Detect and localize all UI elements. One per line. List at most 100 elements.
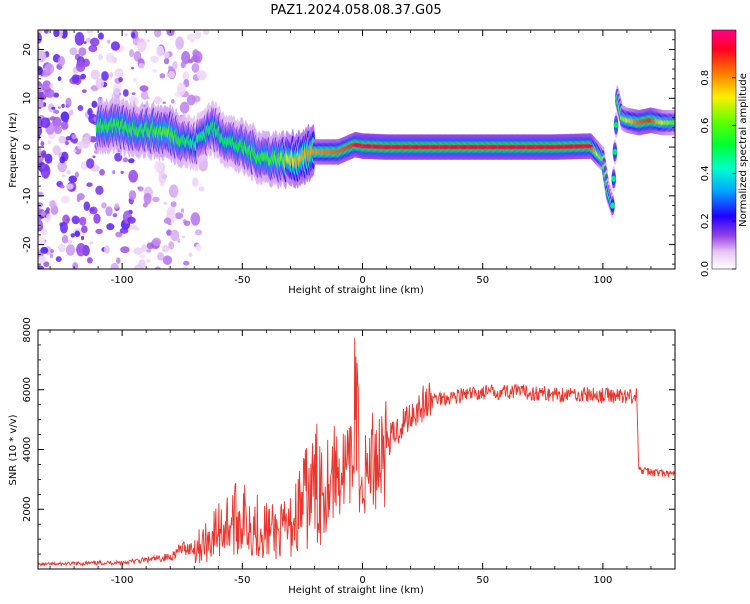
spectrogram-heatmap — [38, 30, 675, 269]
y-tick-label: 0 — [22, 144, 33, 150]
colorbar-tick-label: 0.0 — [700, 261, 711, 277]
noise-blob — [44, 153, 53, 164]
noise-blob — [98, 53, 103, 61]
x-tick-label: -50 — [234, 575, 250, 586]
spectrogram-frame — [37, 29, 676, 270]
noise-blob — [133, 247, 143, 255]
noise-blob — [194, 229, 203, 236]
noise-blob — [46, 213, 52, 221]
ridge-cell — [610, 202, 615, 209]
noise-blob — [155, 266, 161, 269]
ridge-core — [574, 144, 584, 149]
noise-blob — [166, 30, 175, 37]
noise-blob — [195, 243, 202, 252]
noise-blob — [154, 160, 163, 173]
noise-blob — [40, 246, 49, 254]
y-tick-label: 20 — [22, 43, 33, 56]
noise-blob — [57, 161, 67, 173]
noise-blob — [54, 109, 60, 115]
noise-blob — [153, 96, 162, 105]
noise-blob — [146, 96, 150, 100]
noise-blob — [81, 89, 87, 94]
noise-blob — [71, 215, 80, 225]
noise-blob — [168, 184, 179, 198]
noise-blob — [49, 116, 56, 121]
noise-blob — [138, 259, 146, 269]
noise-blob — [38, 202, 43, 208]
noise-blob — [66, 183, 74, 190]
ridge-core — [449, 145, 459, 149]
noise-blob — [120, 246, 130, 254]
noise-blob — [38, 235, 41, 238]
noise-blob — [38, 32, 43, 44]
noise-blob — [38, 46, 41, 52]
noise-blob — [81, 225, 88, 234]
noise-blob — [122, 157, 129, 163]
ridge-cell — [611, 175, 616, 182]
noise-blob — [140, 90, 149, 101]
noise-blob — [54, 125, 62, 135]
ridge-core — [382, 145, 392, 149]
spectrogram-x-ticks: -100 -50 0 50 100 — [49, 30, 676, 286]
noise-blob — [158, 171, 167, 184]
noise-blob — [58, 135, 67, 144]
noise-blob — [40, 163, 51, 179]
noise-blob — [49, 200, 56, 209]
noise-blob — [43, 261, 50, 268]
y-tick-label: 8000 — [22, 317, 33, 342]
noise-blob — [115, 231, 123, 238]
noise-blob — [51, 106, 56, 110]
noise-blob — [181, 235, 185, 239]
noise-blob — [79, 216, 87, 226]
snr-x-axis-label: Height of straight line (km) — [288, 585, 424, 596]
noise-blob — [170, 99, 175, 104]
noise-blob — [192, 49, 199, 57]
noise-blob — [80, 235, 85, 241]
noise-blob — [90, 37, 100, 47]
noise-blob — [166, 207, 176, 216]
noise-blob — [61, 235, 69, 244]
noise-blob — [70, 233, 76, 238]
noise-blob — [38, 255, 46, 264]
noise-blob — [186, 33, 197, 41]
noise-blob — [78, 47, 87, 57]
noise-blob — [55, 256, 62, 263]
noise-blob — [86, 158, 95, 169]
noise-blob — [89, 241, 94, 245]
noise-blob — [88, 213, 92, 217]
noise-blob — [105, 206, 113, 217]
noise-blob — [57, 106, 61, 109]
noise-blob — [88, 44, 98, 53]
noise-blob — [162, 101, 166, 105]
noise-blob — [101, 71, 109, 82]
noise-blob — [62, 174, 66, 178]
noise-blob — [60, 121, 69, 130]
noise-blob — [74, 31, 85, 46]
noise-blob — [128, 95, 138, 104]
noise-blob — [90, 69, 101, 80]
x-tick-label: 0 — [359, 575, 365, 586]
noise-blob — [106, 52, 115, 63]
noise-blob — [110, 41, 121, 51]
ridge-cell — [613, 122, 619, 129]
ridge-core — [583, 144, 593, 148]
noise-blob — [159, 73, 166, 79]
noise-blob — [107, 39, 111, 44]
noise-blob — [127, 216, 136, 224]
noise-blob — [162, 255, 173, 265]
noise-blob — [87, 30, 94, 35]
page-title: PAZ1.2024.058.08.37.G05 — [270, 3, 441, 18]
noise-blob — [137, 186, 141, 189]
noise-blob — [186, 94, 196, 106]
noise-blob — [181, 51, 191, 65]
noise-blob — [38, 50, 47, 63]
noise-blob — [69, 47, 78, 56]
noise-blob — [57, 56, 66, 67]
ridge-core — [497, 145, 507, 149]
noise-blob — [40, 210, 46, 217]
colorbar-tick-label: 0.6 — [700, 118, 711, 134]
noise-blob — [191, 55, 200, 63]
noise-blob — [95, 77, 105, 89]
